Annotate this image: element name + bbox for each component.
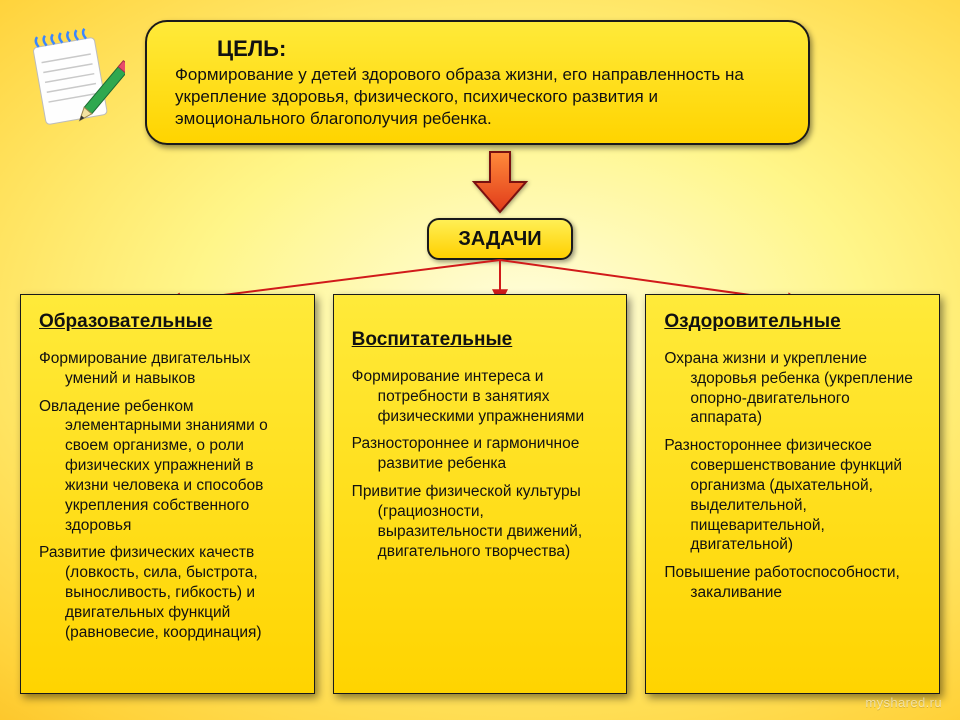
category-heading: Воспитательные [352,329,611,351]
category-item: Привитие физической культуры (грациознос… [352,482,611,561]
category-item: Формирование интереса и потребности в за… [352,367,611,426]
category-item: Повышение работоспособности, закаливание [664,563,923,603]
tasks-label: ЗАДАЧИ [458,228,541,251]
notepad-icon [15,20,125,140]
category-item: Охрана жизни и укрепление здоровья ребен… [664,349,923,428]
goal-box: ЦЕЛЬ: Формирование у детей здорового обр… [145,20,810,145]
category-item: Формирование двигательных умений и навык… [39,349,298,389]
category-box-educational: Образовательные Формирование двигательны… [20,294,315,694]
category-box-health: Оздоровительные Охрана жизни и укреплени… [645,294,940,694]
category-box-upbringing: Воспитательные Формирование интереса и п… [333,294,628,694]
category-item: Развитие физических качеств (ловкость, с… [39,543,298,642]
arrow-down-icon [470,150,530,215]
goal-title: ЦЕЛЬ: [171,36,784,64]
category-item: Разностороннее и гармоничное развитие ре… [352,434,611,474]
category-row: Образовательные Формирование двигательны… [20,294,940,694]
category-item: Овладение ребенком элементарными знаниям… [39,397,298,536]
category-item: Разностороннее физическое совершенствова… [664,436,923,555]
watermark-text: myshared.ru [865,695,942,710]
goal-body: Формирование у детей здорового образа жи… [171,64,784,130]
tasks-pill: ЗАДАЧИ [427,218,573,260]
category-heading: Оздоровительные [664,311,923,333]
category-heading: Образовательные [39,311,298,333]
